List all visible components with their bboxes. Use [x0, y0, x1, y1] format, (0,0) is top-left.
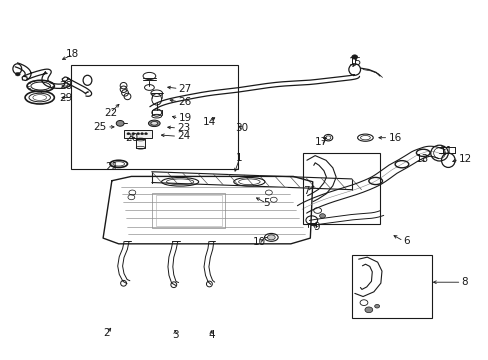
Bar: [303, 153, 379, 224]
Ellipse shape: [267, 235, 275, 240]
Text: 1: 1: [236, 153, 243, 163]
Ellipse shape: [148, 120, 160, 127]
Ellipse shape: [144, 133, 147, 135]
Text: 26: 26: [178, 97, 191, 107]
Text: 8: 8: [461, 277, 467, 287]
Text: 25: 25: [94, 122, 107, 132]
Bar: [136, 139, 145, 148]
Text: 14: 14: [203, 117, 216, 127]
Ellipse shape: [116, 121, 124, 126]
Text: 3: 3: [172, 330, 178, 340]
Text: 21: 21: [105, 162, 118, 172]
Text: 17: 17: [314, 138, 327, 147]
Bar: [71, 64, 238, 169]
Text: 7: 7: [303, 186, 309, 197]
Text: 16: 16: [387, 133, 401, 143]
Bar: [156, 195, 221, 226]
Text: 19: 19: [178, 113, 191, 123]
Bar: [351, 255, 431, 318]
Text: 5: 5: [263, 198, 269, 208]
Text: 18: 18: [66, 49, 80, 59]
Bar: [123, 130, 152, 138]
Text: 10: 10: [252, 237, 265, 247]
Text: 22: 22: [103, 108, 117, 118]
Ellipse shape: [351, 55, 357, 59]
Ellipse shape: [364, 307, 372, 313]
Ellipse shape: [141, 133, 143, 135]
Ellipse shape: [127, 133, 130, 135]
Text: 2: 2: [103, 328, 110, 338]
Text: 4: 4: [207, 330, 214, 340]
Text: 12: 12: [458, 154, 471, 164]
Text: 9: 9: [313, 222, 319, 232]
Ellipse shape: [374, 305, 379, 308]
Text: 29: 29: [60, 93, 73, 103]
Text: 27: 27: [178, 84, 191, 94]
Ellipse shape: [132, 133, 135, 135]
Ellipse shape: [319, 214, 325, 218]
Text: 6: 6: [403, 236, 409, 246]
Bar: [152, 193, 224, 228]
Text: 30: 30: [235, 123, 248, 133]
Text: 11: 11: [439, 145, 452, 156]
Text: 23: 23: [177, 123, 190, 133]
Text: 13: 13: [415, 154, 428, 164]
Text: 20: 20: [124, 133, 138, 143]
Text: 24: 24: [177, 131, 190, 141]
Ellipse shape: [15, 72, 20, 76]
Ellipse shape: [151, 122, 158, 125]
Ellipse shape: [137, 133, 140, 135]
Text: 28: 28: [60, 81, 73, 91]
Text: 15: 15: [348, 57, 362, 67]
